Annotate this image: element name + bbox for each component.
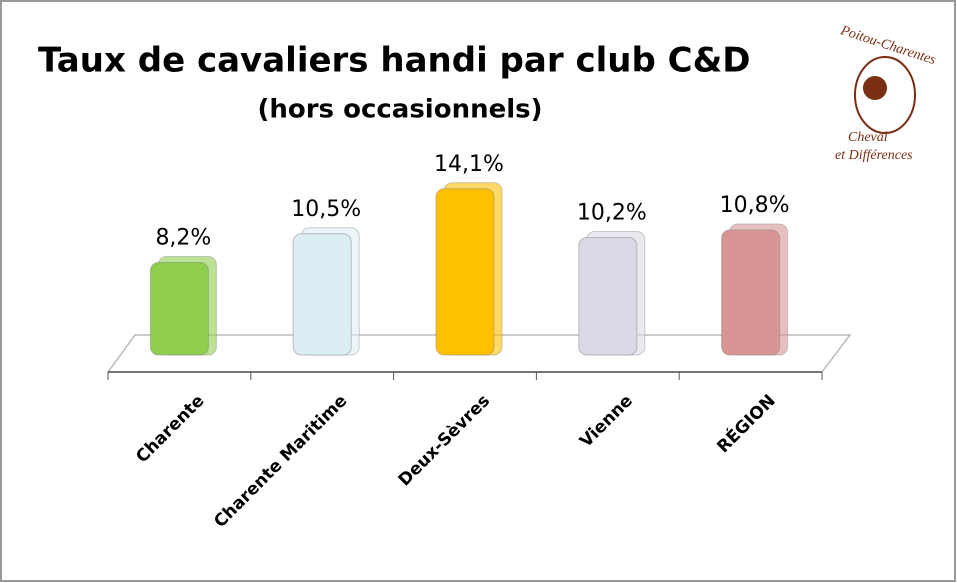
logo-text: et Différences — [835, 148, 913, 163]
logo-text: Cheval — [848, 130, 888, 145]
logo-head — [863, 76, 887, 100]
data-label: 14,1% — [434, 152, 504, 177]
data-label: 10,8% — [720, 193, 790, 218]
chart-title: Taux de cavaliers handi par club C&D — [38, 41, 750, 81]
bar — [292, 233, 352, 356]
chart-subtitle: (hors occasionnels) — [257, 95, 542, 125]
data-label: 8,2% — [155, 226, 211, 251]
bar — [149, 262, 209, 356]
bar — [435, 188, 495, 356]
logo-drawing — [854, 56, 916, 134]
bar — [721, 229, 781, 356]
bar — [578, 237, 638, 356]
data-label: 10,2% — [577, 201, 647, 226]
data-label: 10,5% — [291, 197, 361, 222]
